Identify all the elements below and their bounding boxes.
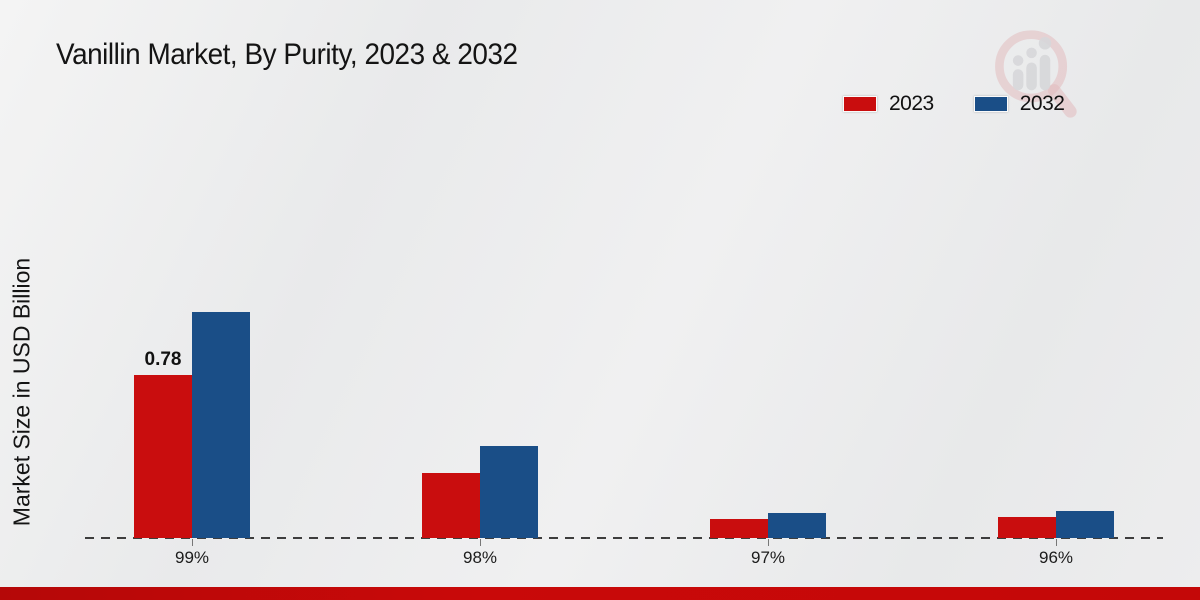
x-tick-label-96%: 96% (1038, 548, 1074, 567)
bar-2032-99% (192, 312, 250, 538)
bar-2032-97% (768, 513, 826, 538)
magnifier-bar-chart-logo (995, 30, 1077, 118)
bar-value-label: 0.78 (144, 349, 182, 370)
x-axis-tick (192, 539, 193, 546)
legend-item-2023: 2023 (843, 92, 934, 116)
bar-2023-99% (134, 375, 192, 538)
bar-2023-97% (710, 519, 768, 538)
bar-2032-98% (480, 446, 538, 538)
x-axis-tick (480, 539, 481, 546)
x-axis-tick (1056, 539, 1057, 546)
legend-label-2032: 2032 (1019, 92, 1065, 115)
legend-swatch-2023 (843, 96, 877, 112)
x-tick-label-97%: 97% (750, 548, 786, 567)
x-axis-line (85, 537, 1163, 539)
legend-label-2023: 2023 (889, 92, 934, 115)
bar-2023-96% (998, 517, 1056, 538)
legend-item-2032: 2032 (973, 92, 1065, 116)
footer-accent-bar (0, 587, 1200, 600)
x-tick-label-99%: 99% (174, 548, 210, 567)
legend-swatch-2032 (973, 96, 1008, 112)
x-axis-tick (768, 539, 769, 546)
bar-2032-96% (1056, 511, 1114, 538)
legend: 2023 2032 (843, 92, 1065, 116)
x-tick-label-98%: 98% (462, 548, 498, 567)
chart-title: Vanillin Market, By Purity, 2023 & 2032 (56, 38, 518, 71)
bar-2023-98% (422, 473, 480, 538)
